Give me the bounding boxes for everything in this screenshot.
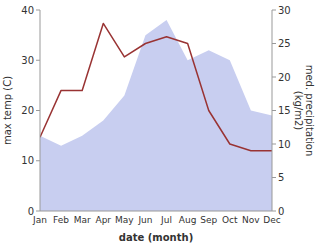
plot-area <box>40 20 272 211</box>
y2-tick-label: 25 <box>278 38 291 49</box>
y2-tick <box>272 110 276 111</box>
y-tick <box>36 60 40 61</box>
y-tick-label: 20 <box>21 105 34 116</box>
y2-tick-label: 5 <box>278 172 284 183</box>
x-tick-label: Feb <box>53 215 69 225</box>
x-tick-label: Nov <box>242 215 260 225</box>
y2-tick-label: 20 <box>278 72 291 83</box>
x-tick-label: Jun <box>137 215 152 225</box>
y2-tick <box>272 144 276 145</box>
y2-tick-label: 15 <box>278 105 291 116</box>
x-tick-label: Aug <box>179 215 197 225</box>
y2-tick-label: 10 <box>278 139 291 150</box>
y2-axis-label: med. precipitation(kg/m2) <box>293 65 315 157</box>
x-tick-label: Jan <box>32 215 47 225</box>
y-tick-label: 10 <box>21 155 34 166</box>
x-tick-label: Sep <box>200 215 217 225</box>
x-tick-label: Dec <box>263 215 280 225</box>
y-tick <box>36 211 40 212</box>
y-tick <box>36 110 40 111</box>
y2-tick <box>272 10 276 11</box>
x-tick-label: Oct <box>222 215 238 225</box>
x-axis-label: date (month) <box>119 232 193 243</box>
y2-tick-label: 30 <box>278 5 291 16</box>
y-tick <box>36 160 40 161</box>
line <box>40 23 272 150</box>
y-axis-label: max temp (C) <box>2 76 13 145</box>
x-tick-label: May <box>115 215 134 225</box>
x-tick-label: Jul <box>160 215 172 225</box>
chart: 010203040051015202530JanFebMarAprMayJunJ… <box>0 0 318 247</box>
x-axis-line <box>40 211 272 212</box>
y-tick-label: 30 <box>21 55 34 66</box>
x-tick-label: Mar <box>74 215 91 225</box>
y2-tick <box>272 211 276 212</box>
y-tick-label: 40 <box>21 5 34 16</box>
y2-tick <box>272 43 276 44</box>
area <box>40 20 272 211</box>
y2-tick <box>272 77 276 78</box>
x-tick-label: Apr <box>95 215 111 225</box>
y-tick <box>36 10 40 11</box>
y2-tick <box>272 177 276 178</box>
